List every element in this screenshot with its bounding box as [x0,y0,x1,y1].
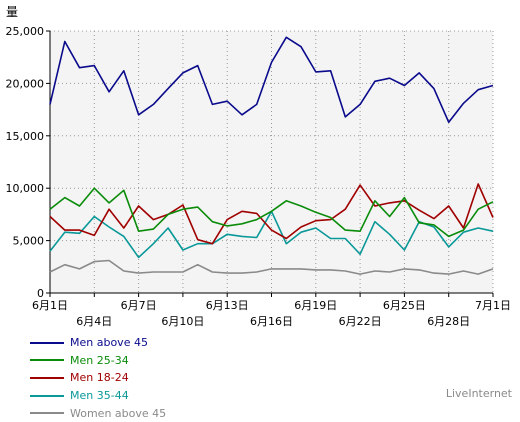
y-unit-label: 量 [6,5,18,19]
x-tick-label: 6月4日 [76,315,112,328]
y-tick-label: 20,000 [6,77,45,90]
legend-swatch [30,412,64,415]
legend-item: Men 35-44 [30,387,166,405]
legend-item: Men 25-34 [30,352,166,370]
legend-swatch [30,359,64,362]
legend-item: Women above 45 [30,404,166,422]
x-tick-label: 6月22日 [339,315,382,328]
brand-label: LiveInternet [445,387,512,400]
line-chart: 量 0 5,000 10,000 15,000 20,000 25,000 6月1日 6月4日… [6,5,512,328]
legend-label: Men 18-24 [70,371,129,385]
legend-swatch [30,394,64,397]
x-tick-label: 6月10日 [161,315,204,328]
x-tick-label: 6月28日 [427,315,470,328]
series-line-men-above-45 [49,36,494,123]
x-tick-label: 7月1日 [475,299,511,312]
plot-area [50,31,493,293]
legend-label: Women above 45 [70,406,167,420]
legend-swatch [30,376,64,379]
x-tick-label: 6月19日 [294,299,337,312]
series-line-women-above-45 [49,259,494,275]
legend: Men above 45 Men 25-34 Men 18-24 Men 35-… [30,334,166,422]
legend-item: Men above 45 [30,334,166,352]
x-tick-label: 6月25日 [383,299,426,312]
x-tick-label: 6月16日 [250,315,293,328]
series-line-men-25-34 [49,187,494,238]
legend-swatch [30,341,64,344]
y-tick-label: 25,000 [6,25,45,38]
x-tick-label: 6月1日 [32,299,68,312]
y-tick-label: 0 [37,287,44,300]
y-tick-label: 5,000 [13,235,45,248]
legend-label: Men 25-34 [70,353,129,367]
legend-item: Men 18-24 [30,369,166,387]
legend-label: Men above 45 [70,336,148,350]
y-tick-label: 15,000 [6,130,45,143]
y-tick-label: 10,000 [6,182,45,195]
series-line-men-18-24 [49,183,494,245]
x-tick-label: 6月13日 [206,299,249,312]
x-tick-label: 6月7日 [121,299,157,312]
legend-label: Men 35-44 [70,389,129,403]
